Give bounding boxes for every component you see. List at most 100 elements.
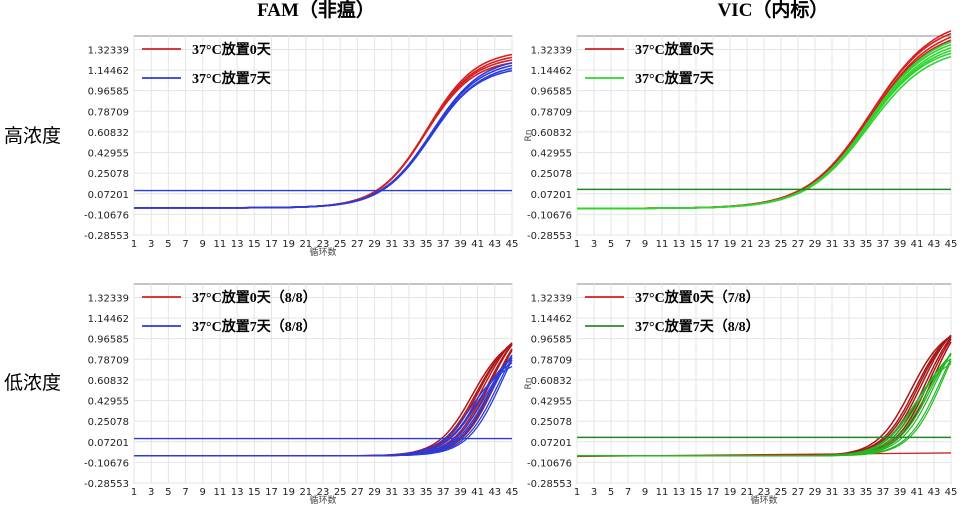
x-tick-label: 11 (214, 487, 227, 498)
x-tick-label: 1 (574, 239, 580, 250)
x-tick-label: 37 (437, 487, 450, 498)
x-tick-label: 31 (385, 487, 398, 498)
x-tick-label: 15 (690, 487, 703, 498)
legend: 37°C放置0天（8/8） 37°C放置7天（8/8） (142, 289, 317, 335)
y-tick-label: -0.10676 (527, 458, 572, 469)
legend-label: 37°C放置0天 (635, 41, 715, 58)
panels-group: 1 3 5 7 9 11 13 15 17 19 21 23 25 27 29 31 33 35 37 39 41 43 4… (84, 30, 958, 506)
y-tick-label: 0.96585 (531, 335, 572, 346)
x-tick-label: 45 (945, 239, 958, 250)
y-tick-label: 0.07201 (88, 190, 129, 201)
x-tick-label: 31 (826, 487, 839, 498)
x-tick-label: 23 (758, 487, 771, 498)
legend: 37°C放置0天（7/8） 37°C放置7天（8/8） (585, 289, 760, 335)
legend-label: 37°C放置0天（7/8） (635, 289, 760, 306)
x-tick-label: 21 (299, 239, 312, 250)
y-tick-label: 0.60832 (88, 128, 129, 139)
x-tick-label: 45 (506, 239, 519, 250)
x-tick-label: 13 (673, 487, 686, 498)
x-tick-label: 17 (707, 239, 720, 250)
x-tick-label: 19 (282, 487, 295, 498)
chart-panel-bottom-left: 1 3 5 7 9 11 13 15 17 19 21 23 25 27 29 31 33 35 37 39 41 43 4… (84, 283, 518, 506)
legend-label: 37°C放置0天（8/8） (192, 289, 317, 306)
y-tick-label: -0.10676 (84, 210, 129, 221)
y-tick-label: -0.10676 (527, 210, 572, 221)
column-title-vic: VIC（内标） (718, 0, 829, 21)
x-tick-label: 21 (741, 239, 754, 250)
x-tick-label: 1 (131, 239, 137, 250)
x-tick-label: 9 (200, 487, 206, 498)
legend-label: 37°C放置7天 (192, 70, 272, 87)
y-tick-label: 1.14462 (531, 314, 572, 325)
x-tick-label: 17 (707, 487, 720, 498)
x-tick-label: 35 (860, 239, 873, 250)
y-tick-label: 0.60832 (531, 376, 572, 387)
x-tick-label: 31 (385, 239, 398, 250)
amplification-curve-1 (134, 359, 513, 457)
y-tick-label: 0.78709 (88, 355, 129, 366)
x-tick-label: 45 (945, 487, 958, 498)
x-tick-label: 13 (231, 487, 244, 498)
column-title-fam: FAM（非瘟） (257, 0, 375, 21)
chart-panel-top-right: 1 3 5 7 9 11 13 15 17 19 21 23 25 27 29 31 33 35 37 39 41 43 4… (524, 30, 958, 250)
x-tick-label: 29 (809, 239, 822, 250)
x-tick-label: 17 (265, 487, 278, 498)
chart-panel-top-left: 1 3 5 7 9 11 13 15 17 19 21 23 25 27 29 31 33 35 37 39 41 43 4… (84, 35, 519, 258)
x-tick-label: 39 (454, 239, 467, 250)
y-tick-label: -0.10676 (84, 458, 129, 469)
x-tick-label: 33 (843, 239, 856, 250)
x-tick-label: 15 (248, 487, 261, 498)
y-tick-label: 0.96585 (88, 87, 129, 98)
y-tick-label: 0.42955 (531, 397, 572, 408)
y-axis-label: Rn (524, 130, 534, 142)
x-tick-label: 35 (860, 487, 873, 498)
y-tick-label: 1.14462 (88, 314, 129, 325)
y-tick-label: 0.96585 (88, 335, 129, 346)
x-tick-label: 7 (625, 487, 631, 498)
x-tick-label: 1 (574, 487, 580, 498)
x-tick-label: 33 (403, 487, 416, 498)
y-tick-label: 1.14462 (531, 66, 572, 77)
curves (134, 53, 513, 209)
x-tick-label: 37 (877, 239, 890, 250)
x-tick-label: 37 (437, 239, 450, 250)
y-tick-label: 0.25078 (531, 417, 572, 428)
x-tick-label: 15 (690, 239, 703, 250)
y-tick-label: 1.32339 (88, 45, 129, 56)
x-tick-label: 43 (488, 487, 501, 498)
x-tick-label: 25 (775, 487, 788, 498)
x-tick-label: 19 (724, 239, 737, 250)
legend-label: 37°C放置7天 (635, 70, 715, 87)
y-tick-label: 0.78709 (531, 107, 572, 118)
x-tick-label: 39 (894, 239, 907, 250)
x-tick-label: 7 (182, 239, 188, 250)
x-tick-label: 33 (403, 239, 416, 250)
y-tick-label: 1.32339 (531, 293, 572, 304)
x-tick-label: 5 (608, 487, 614, 498)
x-axis-label: 循环数 (309, 494, 336, 506)
x-tick-label: 13 (231, 239, 244, 250)
legend: 37°C放置0天 37°C放置7天 (585, 41, 715, 87)
x-tick-label: 25 (775, 239, 788, 250)
x-tick-label: 29 (368, 487, 381, 498)
x-tick-label: 39 (894, 487, 907, 498)
x-tick-label: 43 (928, 487, 941, 498)
legend-label: 37°C放置0天 (192, 41, 272, 58)
y-tick-label: -0.28553 (527, 479, 572, 490)
x-tick-label: 17 (265, 239, 278, 250)
y-tick-label: 0.60832 (531, 128, 572, 139)
row-label-high: 高浓度 (4, 125, 61, 147)
legend-label: 37°C放置7天（8/8） (192, 318, 317, 335)
y-tick-label: 0.25078 (531, 169, 572, 180)
amplification-curve-1 (577, 41, 952, 210)
y-tick-label: 1.14462 (88, 66, 129, 77)
x-tick-label: 39 (454, 487, 467, 498)
x-tick-label: 25 (334, 487, 347, 498)
y-tick-label: 0.78709 (531, 355, 572, 366)
x-tick-label: 23 (317, 239, 330, 250)
x-tick-label: 27 (351, 239, 364, 250)
x-tick-label: 23 (758, 239, 771, 250)
x-tick-label: 9 (200, 239, 206, 250)
x-tick-label: 23 (317, 487, 330, 498)
